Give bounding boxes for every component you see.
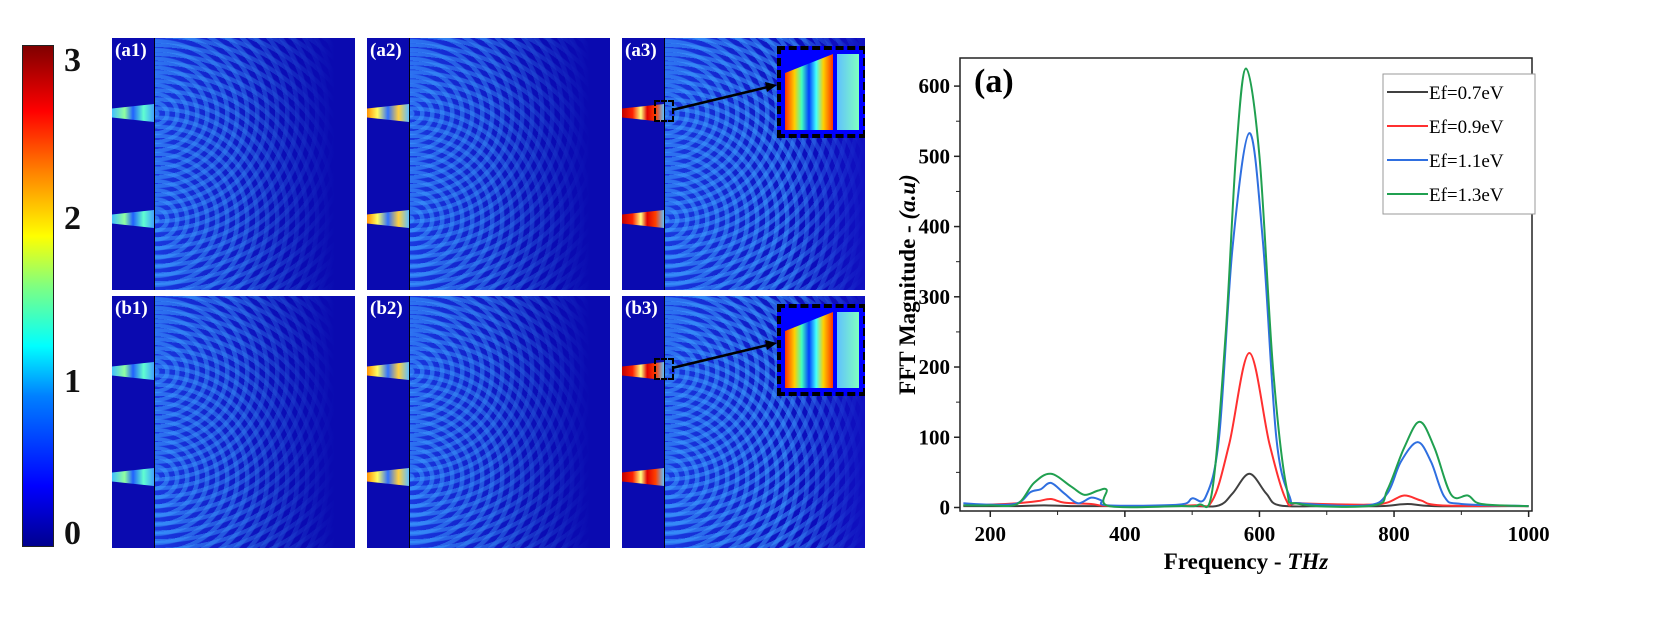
legend-entry: Ef=0.9eV bbox=[1429, 117, 1504, 138]
y-tick-label: 100 bbox=[919, 425, 951, 449]
legend-box bbox=[1382, 73, 1536, 215]
y-tick-label: 200 bbox=[919, 355, 951, 379]
zoom-inset bbox=[777, 304, 865, 396]
colorbar-tick: 3 bbox=[64, 42, 81, 79]
panel-label: (b2) bbox=[370, 298, 403, 319]
waveguide bbox=[622, 104, 664, 122]
legend-entry: Ef=1.3eV bbox=[1429, 185, 1504, 206]
zoom-arrow bbox=[671, 340, 777, 370]
zoom-inset bbox=[777, 46, 865, 138]
plot-frame bbox=[959, 57, 1533, 512]
waveguide bbox=[367, 210, 409, 228]
colorbar-tick: 2 bbox=[64, 200, 81, 237]
waveguide bbox=[112, 468, 154, 486]
x-tick-label: 800 bbox=[1378, 522, 1410, 546]
field-map-panel: (b3) bbox=[622, 296, 865, 548]
field-map-panel: (a3) bbox=[622, 38, 865, 290]
x-tick-label: 200 bbox=[975, 522, 1007, 546]
y-tick-label: 0 bbox=[940, 495, 951, 519]
waveguide bbox=[622, 210, 664, 228]
series-line-Ef=0.7eV bbox=[963, 472, 1529, 508]
y-tick-label: 400 bbox=[919, 215, 951, 239]
waveguide bbox=[112, 362, 154, 380]
waveguide bbox=[622, 362, 664, 380]
chart-panel-label: (a) bbox=[974, 63, 1014, 100]
x-tick-label: 1000 bbox=[1508, 522, 1550, 546]
waveguide bbox=[367, 104, 409, 122]
y-tick-label: 500 bbox=[919, 144, 951, 168]
series-line-Ef=1.3eV bbox=[963, 67, 1529, 509]
waveguide bbox=[112, 104, 154, 122]
field-map-panel: (a1) bbox=[112, 38, 355, 290]
field-map-panel: (b2) bbox=[367, 296, 610, 548]
y-tick-label: 300 bbox=[919, 285, 951, 309]
panel-label: (a2) bbox=[370, 40, 402, 61]
series-line-Ef=0.9eV bbox=[963, 351, 1529, 508]
field-region bbox=[409, 296, 610, 548]
panel-label: (a1) bbox=[115, 40, 147, 61]
colorbar bbox=[22, 45, 54, 547]
waveguide bbox=[367, 362, 409, 380]
legend-entry: Ef=1.1eV bbox=[1429, 151, 1504, 172]
field-region bbox=[154, 296, 355, 548]
waveguide bbox=[367, 468, 409, 486]
colorbar-tick: 0 bbox=[64, 515, 81, 552]
y-axis-label: FFT Magnitude - (a.u) bbox=[895, 174, 920, 395]
x-axis-label: Frequency - THz bbox=[1164, 549, 1328, 574]
zoom-arrow bbox=[671, 82, 777, 112]
panel-label: (b1) bbox=[115, 298, 148, 319]
y-tick-label: 600 bbox=[919, 74, 951, 98]
field-region bbox=[154, 38, 355, 290]
waveguide bbox=[112, 210, 154, 228]
panel-label: (a3) bbox=[625, 40, 657, 61]
x-tick-label: 400 bbox=[1109, 522, 1141, 546]
x-axis-unit: THz bbox=[1287, 549, 1328, 574]
colorbar-tick: 1 bbox=[64, 363, 81, 400]
field-map-panel: (b1) bbox=[112, 296, 355, 548]
x-tick-label: 600 bbox=[1244, 522, 1276, 546]
field-region bbox=[409, 38, 610, 290]
series-line-Ef=1.1eV bbox=[963, 132, 1529, 508]
field-map-panel: (a2) bbox=[367, 38, 610, 290]
waveguide bbox=[622, 468, 664, 486]
panel-label: (b3) bbox=[625, 298, 658, 319]
y-axis-unit: (a.u) bbox=[895, 174, 920, 219]
legend-entry: Ef=0.7eV bbox=[1429, 83, 1504, 104]
